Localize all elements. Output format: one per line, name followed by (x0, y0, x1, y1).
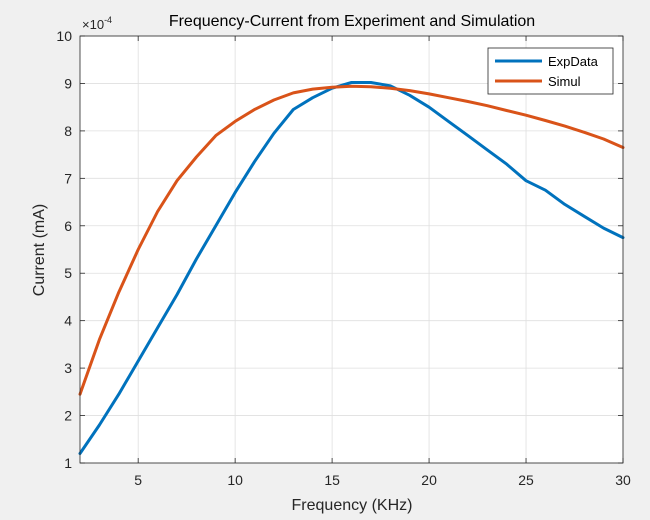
series-lines (78, 81, 625, 455)
chart-title: Frequency-Current from Experiment and Si… (169, 13, 535, 30)
x-tick-label: 30 (615, 472, 631, 488)
legend-label-simul: Simul (548, 74, 581, 89)
y-tick-label: 10 (56, 28, 72, 44)
y-axis-exponent-power: -4 (104, 15, 112, 25)
legend-label-expdata: ExpData (548, 54, 599, 69)
axes-box (79, 35, 624, 464)
y-tick-label: 6 (64, 218, 72, 234)
series-line-expdata (78, 81, 625, 455)
y-tick-label: 5 (64, 265, 72, 281)
y-axis-exponent: ×10-4 (82, 15, 112, 32)
y-tick-label: 9 (64, 75, 72, 91)
y-tick-label: 8 (64, 123, 72, 139)
y-tick-label: 7 (64, 170, 72, 186)
x-axis-label: Frequency (KHz) (292, 497, 413, 514)
x-tick-label: 15 (324, 472, 340, 488)
series-line-simul (78, 84, 625, 396)
y-tick-label: 3 (64, 360, 72, 376)
y-tick-label: 1 (64, 455, 72, 471)
y-tick-label: 4 (64, 313, 72, 329)
x-tick-label: 25 (518, 472, 534, 488)
legend: ExpData Simul (487, 47, 614, 95)
x-tick-label: 20 (421, 472, 437, 488)
x-tick-label: 5 (134, 472, 142, 488)
axis-ticks: 5 10 15 20 25 30 1 2 3 4 5 6 7 8 9 10 (56, 28, 631, 488)
x-tick-label: 10 (227, 472, 243, 488)
y-tick-label: 2 (64, 408, 72, 424)
plot-area (80, 36, 623, 463)
legend-box (487, 47, 614, 95)
y-axis-exponent-base: ×10 (82, 17, 104, 32)
y-axis-label: Current (mA) (31, 204, 48, 296)
